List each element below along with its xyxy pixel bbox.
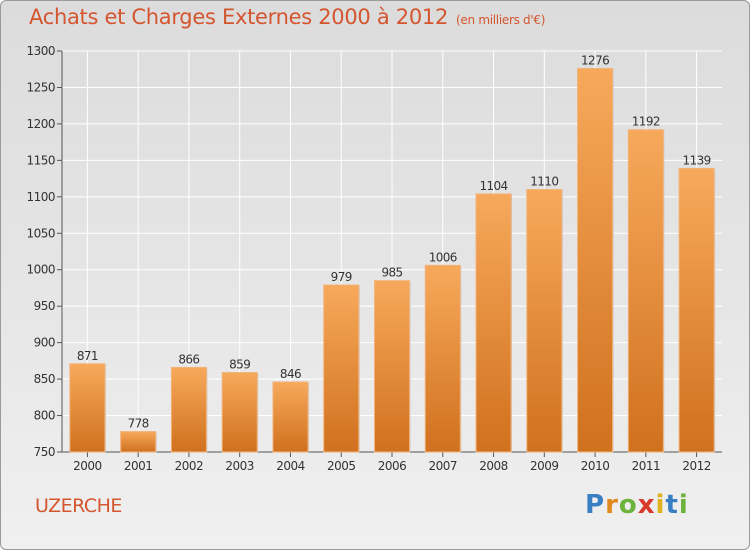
x-tick-label: 2001 (124, 459, 153, 473)
bar (577, 67, 614, 453)
x-tick-label: 2000 (73, 459, 102, 473)
bar (526, 189, 563, 453)
bar-value-label: 859 (229, 358, 250, 372)
bar (221, 372, 258, 453)
y-tick-label: 1050 (26, 226, 55, 240)
chart-title-text: Achats et Charges Externes 2000 à 2012 (29, 5, 449, 29)
y-tick-label: 1250 (26, 80, 55, 94)
logo-letter: x (637, 490, 656, 520)
data-labels: 871 778 866 859 846 979 985 1006 1104 1110 1276 119… (77, 53, 711, 430)
bar-value-label: 1139 (683, 153, 711, 167)
logo-letter: o (618, 490, 638, 520)
y-tick-label: 1100 (26, 190, 55, 204)
y-tick-label: 850 (34, 372, 55, 386)
bar (323, 284, 360, 453)
chart-unit: (en milliers d'€) (456, 13, 546, 27)
bar-value-label: 866 (178, 352, 199, 366)
bar-value-label: 1276 (581, 53, 609, 67)
x-tick-label: 2010 (581, 459, 610, 473)
bar (120, 431, 157, 453)
commune-name: UZERCHE (35, 495, 122, 517)
bar-value-label: 1006 (429, 250, 457, 264)
bar-value-label: 846 (280, 367, 301, 381)
bar (272, 381, 309, 453)
x-tick-label: 2012 (682, 459, 711, 473)
bar (627, 129, 664, 453)
proxiti-logo[interactable]: Proxiti (585, 490, 689, 520)
bar (475, 193, 512, 453)
bar-value-label: 979 (331, 270, 352, 284)
bar-value-label: 1110 (530, 175, 558, 189)
y-tick-label: 1300 (26, 44, 55, 58)
y-tick-label: 950 (34, 299, 55, 313)
bar (69, 363, 106, 453)
logo-letter: i (678, 490, 689, 520)
bar-value-label: 1192 (632, 115, 660, 129)
x-tick-label: 2009 (530, 459, 559, 473)
x-tick-label: 2005 (327, 459, 356, 473)
bar (678, 167, 715, 453)
y-tick-label: 800 (34, 409, 55, 423)
y-tick-label: 1000 (26, 263, 55, 277)
y-tick-label: 1150 (26, 153, 55, 167)
x-tick-label: 2004 (276, 459, 305, 473)
bar (170, 366, 207, 453)
chart-title: Achats et Charges Externes 2000 à 2012 (e… (29, 5, 545, 29)
bar-value-label: 985 (381, 266, 402, 280)
logo-letter: P (585, 490, 606, 520)
logo-letter: i (655, 490, 666, 520)
y-tick-label: 900 (34, 336, 55, 350)
bar-value-label: 871 (77, 349, 98, 363)
x-tick-label: 2011 (632, 459, 661, 473)
x-tick-label: 2002 (175, 459, 204, 473)
x-tick-label: 2008 (479, 459, 508, 473)
bars (69, 67, 716, 453)
y-tick-label: 750 (34, 445, 55, 459)
bar (374, 280, 410, 453)
bar-value-label: 778 (128, 417, 149, 431)
bar (424, 264, 461, 453)
x-tick-label: 2007 (428, 459, 457, 473)
x-tick-label: 2006 (378, 459, 407, 473)
logo-letter: t (665, 490, 679, 520)
x-tick-label: 2003 (225, 459, 254, 473)
bar-value-label: 1104 (479, 179, 507, 193)
axes: 750 800 850 900 950 1000 1050 1100 1150 1200 1250 1… (26, 44, 722, 473)
y-tick-label: 1200 (26, 117, 55, 131)
logo-letter: r (605, 490, 619, 520)
